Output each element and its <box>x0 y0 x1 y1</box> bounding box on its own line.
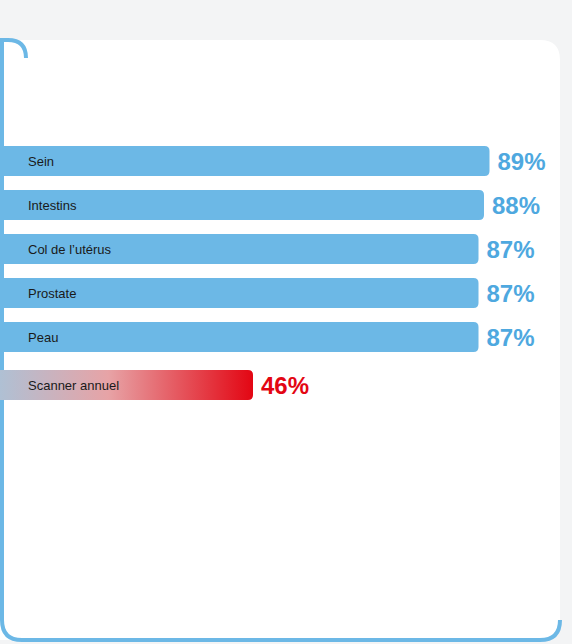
data-label: 87% <box>487 236 535 263</box>
bar <box>0 190 484 220</box>
data-label: 87% <box>487 324 535 351</box>
bar <box>0 322 479 352</box>
bar <box>0 278 479 308</box>
panel <box>0 40 560 640</box>
data-label: 88% <box>492 192 540 219</box>
category-label: Prostate <box>28 286 76 301</box>
bar <box>0 234 479 264</box>
category-label: Col de l’utérus <box>28 242 112 257</box>
data-label: 87% <box>487 280 535 307</box>
category-label: Scanner annuel <box>28 378 119 393</box>
data-label: 46% <box>261 372 309 399</box>
bars <box>0 146 490 400</box>
labels: Sein 89% Intestins 88% Col de l’utérus 87% Pro… <box>28 148 546 399</box>
chart: Sein 89% Intestins 88% Col de l’utérus 87% Pro… <box>0 0 572 644</box>
category-label: Sein <box>28 154 54 169</box>
panel-border <box>0 40 560 640</box>
data-label: 89% <box>498 148 546 175</box>
bar <box>0 146 490 176</box>
category-label: Intestins <box>28 198 77 213</box>
category-label: Peau <box>28 330 58 345</box>
bar <box>0 370 253 400</box>
